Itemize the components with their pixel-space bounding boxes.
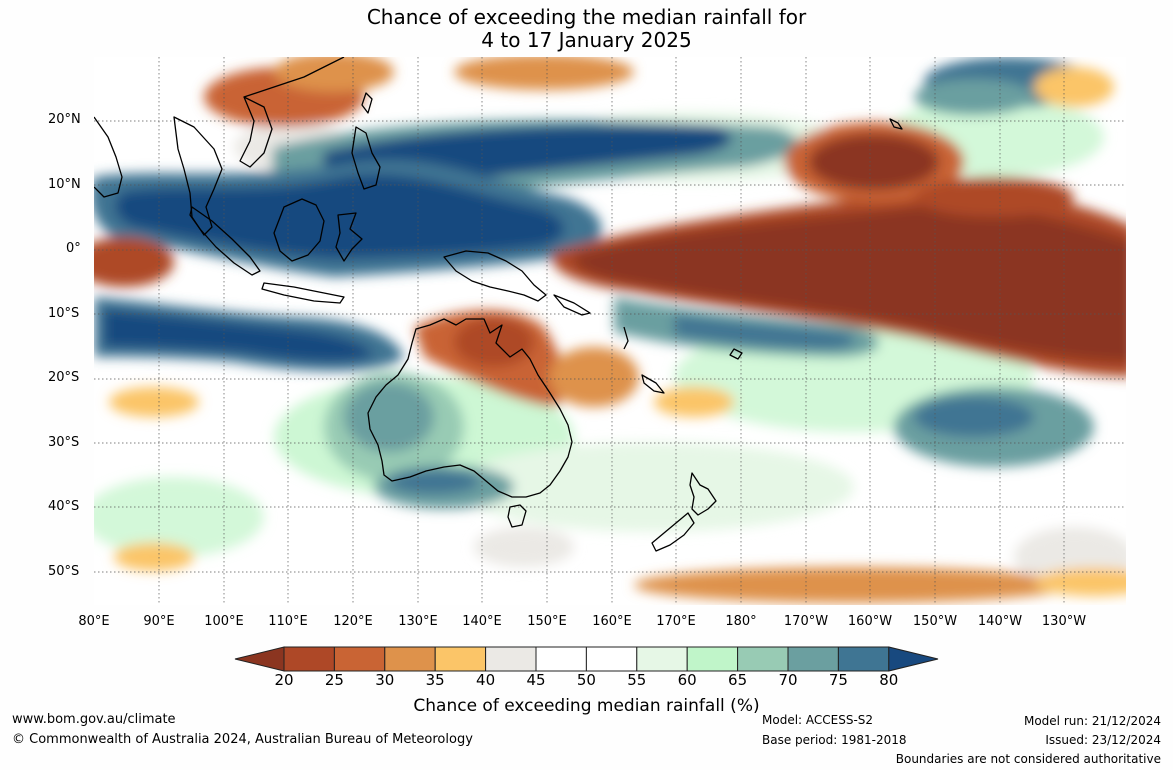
lat-label-40s: 40°S [48,499,80,514]
colorbar-tick-label: 75 [828,671,848,689]
colorbar-tick-label: 45 [526,671,546,689]
lat-label-20n: 20°N [48,112,81,127]
map-title-line2: 4 to 17 January 2025 [481,28,692,52]
colorbar-cell [686,646,739,672]
anomaly-field [94,57,1126,603]
lon-label-100e: 100°E [204,614,244,629]
coastline-new-zealand [689,472,717,516]
website-link[interactable]: www.bom.gov.au/climate [12,712,176,727]
lon-label-160w: 160°W [847,614,893,629]
colorbar-cell [434,646,487,672]
base-period-text: Base period: 1981-2018 [762,733,907,747]
colorbar-cell [787,646,839,672]
colorbar-cell [283,646,335,672]
lat-label-50s: 50°S [48,564,80,579]
boundaries-disclaimer: Boundaries are not considered authoritat… [895,752,1161,766]
colorbar-tick-label: 40 [476,671,496,689]
colorbar-tick-label: 50 [576,671,596,689]
lon-label-130e: 130°E [398,614,438,629]
lon-label-170e: 170°E [656,614,696,629]
rainfall-map [94,57,1126,605]
lon-label-110e: 110°E [268,614,308,629]
lon-label-180: 180° [725,614,757,629]
colorbar-cell [585,646,638,672]
colorbar-cell [737,646,789,672]
coastline-java [261,282,345,304]
map-title-line1: Chance of exceeding the median rainfall … [366,5,807,29]
coastline-hawaii [889,118,903,130]
lon-label-170w: 170°W [783,614,829,629]
colorbar-tick-label: 80 [879,671,899,689]
lat-label-10s: 10°S [48,306,80,321]
colorbar-cell [535,646,587,672]
coastline-new-guinea [443,250,547,302]
lon-label-150e: 150°E [527,614,567,629]
issued-text: Issued: 23/12/2024 [1045,733,1161,747]
rainfall-map-svg [94,57,1126,605]
lon-label-160e: 160°E [592,614,632,629]
coastline-australia [367,318,573,498]
coastline-borneo [273,198,325,262]
lon-label-140w: 140°W [977,614,1023,629]
lon-label-90e: 90°E [143,614,175,629]
lon-label-130w: 130°W [1041,614,1087,629]
model-run-text: Model run: 21/12/2024 [1023,714,1161,728]
colorbar-tick-label: 25 [324,671,344,689]
colorbar-tick-label: 30 [375,671,395,689]
model-text: Model: ACCESS-S2 [762,713,874,727]
colorbar-cell [485,646,537,672]
coastlines [94,57,903,552]
colorbar-arrow-low [234,646,285,672]
colorbar-cell [333,646,386,672]
coastline-taiwan [361,92,373,114]
colorbar-tick-label: 70 [778,671,798,689]
colorbar-cell [837,646,890,672]
coastline-tasmania [507,504,527,528]
graticule [94,57,1126,605]
lat-label-10n: 10°N [48,177,81,192]
coastline-philippines [351,126,381,190]
lon-label-150w: 150°W [912,614,958,629]
colorbar-arrow-high [888,646,939,672]
colorbar-tick-label: 20 [274,671,294,689]
coastline-solomons [553,294,591,316]
colorbar-tick-label: 65 [728,671,748,689]
lon-label-140e: 140°E [462,614,502,629]
coastline-indochina [173,116,223,236]
coastline-vanuatu [623,326,629,350]
coastline-india [94,116,123,198]
colorbar-cell [636,646,688,672]
copyright-text: © Commonwealth of Australia 2024, Austra… [12,732,473,747]
lon-label-120e: 120°E [333,614,373,629]
coastline-vietnam [239,96,273,168]
lat-label-20s: 20°S [48,370,80,385]
lon-label-80e: 80°E [78,614,110,629]
coastline-sulawesi [335,212,363,262]
colorbar [234,646,939,672]
colorbar-label: Chance of exceeding median rainfall (%) [413,696,760,716]
coastline-new-caledonia [641,374,665,394]
colorbar-tick-label: 55 [627,671,647,689]
coastline-new-zealand-south [651,512,695,552]
coastline-fiji [729,348,743,360]
colorbar-tick-label: 60 [677,671,697,689]
lat-label-0: 0° [66,241,81,256]
lat-label-30s: 30°S [48,435,80,450]
colorbar-cell [384,646,436,672]
colorbar-tick-label: 35 [425,671,445,689]
coastline-china [243,57,345,98]
